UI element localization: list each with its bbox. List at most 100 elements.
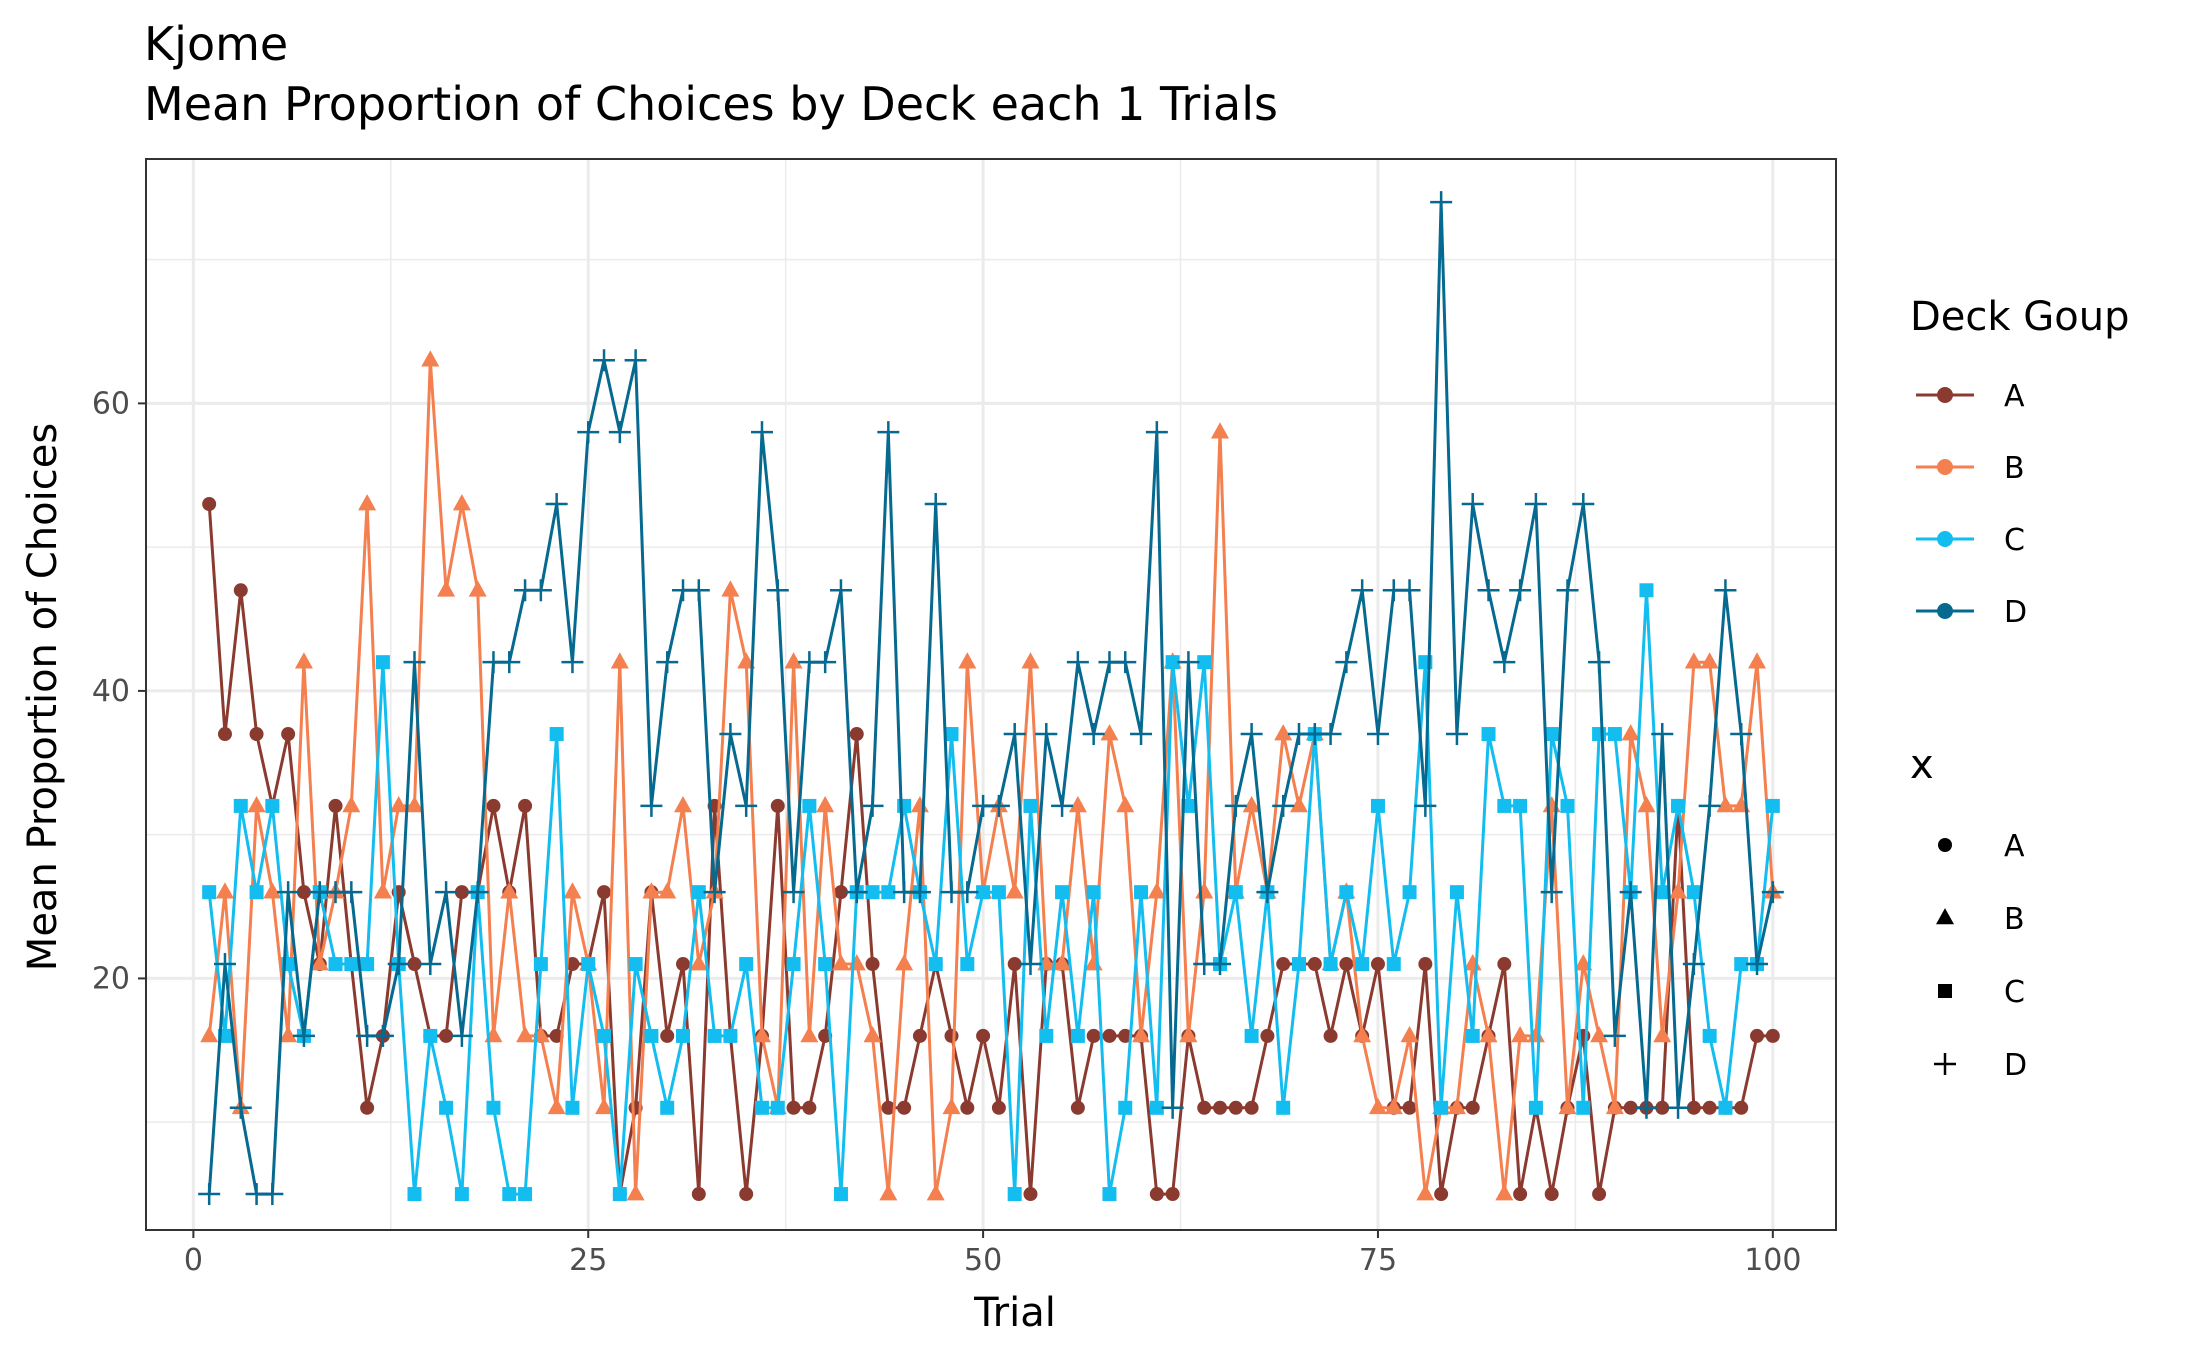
data-point-B: [879, 1184, 898, 1201]
data-point-C: [518, 1187, 533, 1202]
data-point-B: [200, 1026, 219, 1043]
data-point-C: [944, 727, 959, 742]
data-point-A: [1370, 957, 1385, 972]
data-point-C: [1007, 1187, 1022, 1202]
data-point-A: [1244, 1100, 1259, 1115]
data-point-B: [1669, 882, 1688, 899]
data-point-B: [468, 580, 487, 597]
data-point-B: [389, 796, 408, 813]
data-point-B: [1005, 882, 1024, 899]
data-point-D: [1335, 651, 1358, 674]
data-point-C: [833, 1187, 848, 1202]
legend-key-point-B: [1937, 459, 1953, 475]
data-point-C: [502, 1187, 517, 1202]
data-point-C: [723, 1028, 738, 1043]
data-point-A: [1118, 1028, 1133, 1043]
data-point-A: [1260, 1028, 1275, 1043]
data-point-B: [1147, 882, 1166, 899]
data-point-B: [831, 954, 850, 971]
data-point-D: [1682, 953, 1705, 976]
data-point-C: [581, 957, 596, 972]
legend-shape-label-D: D: [2004, 1048, 2027, 1083]
data-point-A: [676, 957, 691, 972]
data-point-D: [1445, 723, 1468, 746]
data-point-A: [1765, 1028, 1780, 1043]
data-point-D: [845, 881, 868, 904]
data-point-A: [281, 727, 296, 742]
data-point-C: [1560, 798, 1575, 813]
data-point-D: [1430, 191, 1453, 214]
data-point-C: [1576, 1100, 1591, 1115]
legend-label-A: A: [2004, 379, 2025, 414]
data-point-D: [782, 881, 805, 904]
data-point-B: [1748, 652, 1767, 669]
data-point-D: [735, 794, 758, 817]
data-point-A: [518, 798, 533, 813]
data-point-B: [500, 882, 519, 899]
data-point-B: [1511, 1026, 1530, 1043]
data-point-B: [547, 1097, 566, 1115]
data-point-D: [529, 579, 552, 602]
data-point-D: [1603, 1024, 1626, 1047]
data-point-B: [1605, 1097, 1624, 1115]
data-point-D: [1114, 651, 1137, 674]
data-point-C: [1086, 885, 1101, 900]
data-point-D: [750, 421, 773, 444]
data-point-C: [328, 957, 343, 972]
data-point-D: [371, 1024, 394, 1047]
data-point-C: [1386, 957, 1401, 972]
data-point-B: [926, 1184, 945, 1201]
data-point-C: [407, 1187, 422, 1202]
data-point-A: [660, 1028, 675, 1043]
data-point-C: [1497, 798, 1512, 813]
legend-shape-D: [1934, 1053, 1956, 1075]
data-point-C: [565, 1100, 580, 1115]
data-point-C: [1544, 727, 1559, 742]
data-point-B: [958, 652, 977, 669]
legend-shape-label-C: C: [2004, 975, 2025, 1010]
data-point-D: [1556, 579, 1579, 602]
data-point-D: [1224, 794, 1247, 817]
data-point-A: [1734, 1100, 1749, 1115]
series-line-B: [207, 358, 1775, 1196]
data-point-D: [829, 579, 852, 602]
data-point-B: [942, 1097, 961, 1115]
data-point-A: [786, 1100, 801, 1115]
data-point-D: [640, 794, 663, 817]
data-point-C: [676, 1028, 691, 1043]
data-point-A: [1307, 957, 1322, 972]
data-point-A: [1213, 1100, 1228, 1115]
data-point-A: [439, 1028, 454, 1043]
data-point-C: [1149, 1100, 1164, 1115]
data-point-B: [895, 954, 914, 971]
data-point-A: [249, 727, 264, 742]
data-point-C: [754, 1100, 769, 1115]
data-point-B: [1242, 796, 1261, 813]
data-point-D: [1398, 579, 1421, 602]
data-point-B: [1400, 1026, 1419, 1043]
data-point-B: [342, 796, 361, 813]
data-point-B: [610, 652, 629, 669]
data-point-D: [466, 881, 489, 904]
data-point-D: [1730, 723, 1753, 746]
data-point-B: [1068, 796, 1087, 813]
data-point-B: [689, 954, 708, 971]
data-point-C: [1592, 727, 1607, 742]
data-point-A: [881, 1100, 896, 1115]
data-point-C: [202, 885, 217, 900]
data-point-A: [1276, 957, 1291, 972]
data-point-B: [437, 580, 456, 597]
data-point-D: [908, 881, 931, 904]
data-point-D: [1524, 493, 1547, 516]
data-point-C: [881, 885, 896, 900]
data-point-B: [358, 494, 377, 511]
data-point-A: [549, 1028, 564, 1043]
data-point-C: [265, 798, 280, 813]
data-point-A: [1418, 957, 1433, 972]
data-point-D: [1588, 651, 1611, 674]
data-point-D: [766, 579, 789, 602]
data-point-D: [924, 493, 947, 516]
data-point-D: [1572, 493, 1595, 516]
